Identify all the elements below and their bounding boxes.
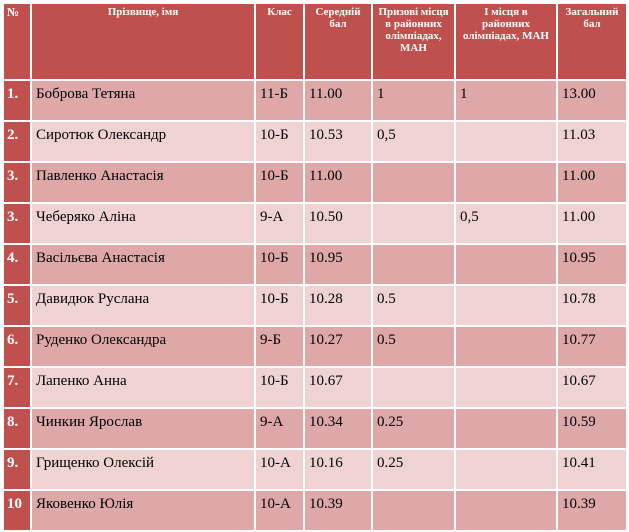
table-row: 2. Сиротюк Олександр 10-Б 10.53 0,5 11.0… <box>4 122 626 161</box>
cell-total: 10.78 <box>558 286 626 325</box>
cell-num: 2. <box>4 122 30 161</box>
cell-first <box>456 245 556 284</box>
cell-avg: 10.16 <box>305 450 371 489</box>
cell-total: 11.00 <box>558 163 626 202</box>
cell-prize: 0.25 <box>373 450 454 489</box>
table-row: 1. Боброва Тетяна 11-Б 11.00 1 1 13.00 <box>4 81 626 120</box>
header-row: № Прізвище, імя Клас Середній бал Призов… <box>4 4 626 79</box>
cell-class: 10-Б <box>256 245 303 284</box>
cell-prize: 1 <box>373 81 454 120</box>
cell-prize: 0.5 <box>373 327 454 366</box>
table-row: 7. Лапенко Анна 10-Б 10.67 10.67 <box>4 368 626 407</box>
table-row: 6. Руденко Олександра 9-Б 10.27 0.5 10.7… <box>4 327 626 366</box>
cell-avg: 11.00 <box>305 81 371 120</box>
cell-num: 3. <box>4 163 30 202</box>
header-first: І місця в районних олімпіадах, МАН <box>456 4 556 79</box>
cell-total: 10.67 <box>558 368 626 407</box>
cell-total: 13.00 <box>558 81 626 120</box>
cell-first: 0,5 <box>456 204 556 243</box>
cell-avg: 10.39 <box>305 491 371 530</box>
cell-num: 8. <box>4 409 30 448</box>
cell-total: 11.00 <box>558 204 626 243</box>
cell-name: Чинкин Ярослав <box>32 409 254 448</box>
table-row: 8. Чинкин Ярослав 9-А 10.34 0.25 10.59 <box>4 409 626 448</box>
header-prize: Призові місця в районних олімпіадах, МАН <box>373 4 454 79</box>
cell-class: 10-Б <box>256 286 303 325</box>
cell-avg: 10.34 <box>305 409 371 448</box>
cell-total: 10.95 <box>558 245 626 284</box>
cell-class: 9-Б <box>256 327 303 366</box>
cell-prize <box>373 245 454 284</box>
cell-num: 5. <box>4 286 30 325</box>
cell-num: 6. <box>4 327 30 366</box>
cell-first <box>456 409 556 448</box>
cell-total: 11.03 <box>558 122 626 161</box>
cell-class: 9-А <box>256 204 303 243</box>
header-avg: Середній бал <box>305 4 371 79</box>
cell-total: 10.59 <box>558 409 626 448</box>
table-row: 10 Яковенко Юлія 10-А 10.39 10.39 <box>4 491 626 530</box>
header-name: Прізвище, імя <box>32 4 254 79</box>
cell-prize <box>373 204 454 243</box>
cell-first: 1 <box>456 81 556 120</box>
cell-total: 10.39 <box>558 491 626 530</box>
cell-class: 11-Б <box>256 81 303 120</box>
cell-total: 10.41 <box>558 450 626 489</box>
table-row: 9. Грищенко Олексій 10-А 10.16 0.25 10.4… <box>4 450 626 489</box>
cell-name: Руденко Олександра <box>32 327 254 366</box>
cell-num: 7. <box>4 368 30 407</box>
cell-num: 3. <box>4 204 30 243</box>
cell-first <box>456 327 556 366</box>
cell-name: Чеберяко Аліна <box>32 204 254 243</box>
table-row: 3. Чеберяко Аліна 9-А 10.50 0,5 11.00 <box>4 204 626 243</box>
cell-avg: 10.95 <box>305 245 371 284</box>
cell-avg: 10.53 <box>305 122 371 161</box>
cell-num: 10 <box>4 491 30 530</box>
table-row: 4. Васільєва Анастасія 10-Б 10.95 10.95 <box>4 245 626 284</box>
cell-avg: 11.00 <box>305 163 371 202</box>
cell-class: 10-А <box>256 450 303 489</box>
cell-num: 9. <box>4 450 30 489</box>
table-row: 3. Павленко Анастасія 10-Б 11.00 11.00 <box>4 163 626 202</box>
cell-prize: 0.5 <box>373 286 454 325</box>
cell-class: 10-Б <box>256 122 303 161</box>
cell-class: 10-А <box>256 491 303 530</box>
cell-name: Давидюк Руслана <box>32 286 254 325</box>
cell-name: Боброва Тетяна <box>32 81 254 120</box>
header-total: Загальний бал <box>558 4 626 79</box>
cell-name: Павленко Анастасія <box>32 163 254 202</box>
cell-total: 10.77 <box>558 327 626 366</box>
cell-class: 10-Б <box>256 368 303 407</box>
cell-name: Грищенко Олексій <box>32 450 254 489</box>
cell-first <box>456 122 556 161</box>
cell-name: Лапенко Анна <box>32 368 254 407</box>
cell-avg: 10.50 <box>305 204 371 243</box>
cell-class: 9-А <box>256 409 303 448</box>
cell-first <box>456 368 556 407</box>
cell-prize <box>373 491 454 530</box>
cell-avg: 10.28 <box>305 286 371 325</box>
cell-first <box>456 450 556 489</box>
table-row: 5. Давидюк Руслана 10-Б 10.28 0.5 10.78 <box>4 286 626 325</box>
cell-prize: 0,5 <box>373 122 454 161</box>
header-num: № <box>4 4 30 79</box>
cell-name: Сиротюк Олександр <box>32 122 254 161</box>
cell-first <box>456 491 556 530</box>
cell-name: Васільєва Анастасія <box>32 245 254 284</box>
cell-avg: 10.67 <box>305 368 371 407</box>
cell-prize: 0.25 <box>373 409 454 448</box>
cell-num: 4. <box>4 245 30 284</box>
cell-avg: 10.27 <box>305 327 371 366</box>
cell-prize <box>373 368 454 407</box>
cell-first <box>456 163 556 202</box>
header-class: Клас <box>256 4 303 79</box>
cell-name: Яковенко Юлія <box>32 491 254 530</box>
cell-prize <box>373 163 454 202</box>
cell-num: 1. <box>4 81 30 120</box>
cell-class: 10-Б <box>256 163 303 202</box>
cell-first <box>456 286 556 325</box>
